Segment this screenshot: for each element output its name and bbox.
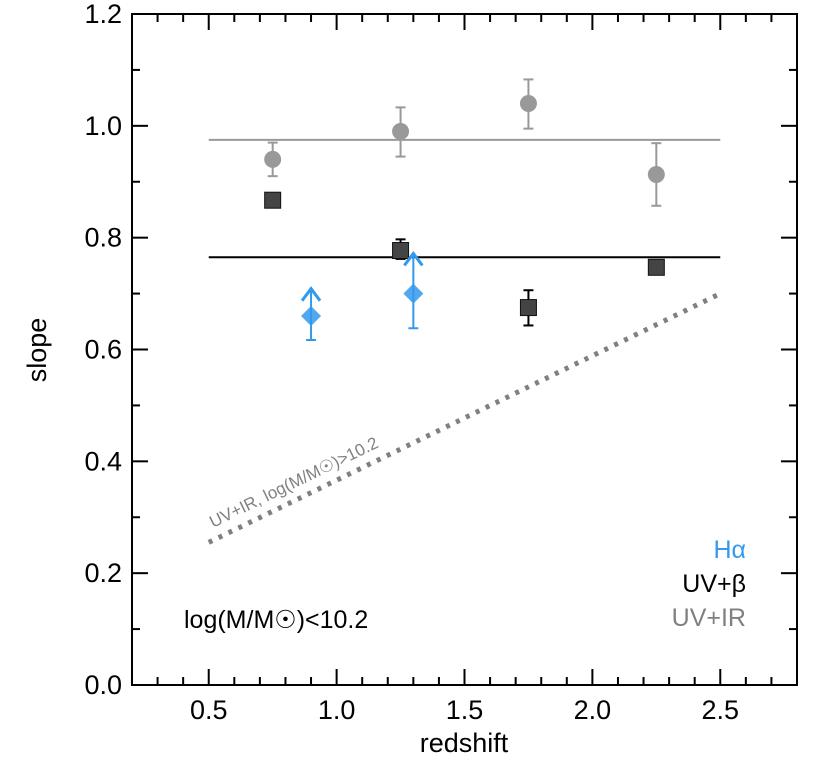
data-point [264,191,282,209]
data-point [264,150,282,168]
y-tick-label: 0.8 [84,223,122,253]
data-point [392,242,410,260]
y-tick-label: 1.0 [84,111,122,141]
legend-entry-uv-beta: UV+β [682,570,746,598]
x-tick-label: 2.0 [574,695,612,725]
x-axis-label: redshift [420,728,509,758]
lower-limit-arrow [300,286,322,302]
data-point [392,122,410,140]
data-point [519,94,537,112]
lower-limit-arrow [403,250,424,267]
legend-entry-halpha: Hα [713,536,746,564]
x-tick-label: 2.5 [701,695,739,725]
tick-labels: 0.0 0.2 0.4 0.6 0.8 1.0 1.2 0.5 1.0 1.5 2.0 2.5 [84,0,739,725]
data-point [647,258,665,276]
data-point [647,165,665,183]
data-markers [264,78,665,341]
y-tick-label: 0.0 [84,670,122,700]
y-tick-label: 0.4 [84,446,122,476]
mass-annotation: log(M/M☉)<10.2 [184,606,368,634]
axis-ticks [132,13,797,686]
data-point [301,305,322,326]
y-tick-label: 0.2 [84,558,122,588]
reference-dotted-line [207,291,722,545]
data-point [519,299,537,317]
y-axis-label: slope [22,318,52,383]
y-tick-label: 1.2 [84,0,122,29]
data-point [403,283,424,304]
legend-entry-uv-ir: UV+IR [672,604,746,632]
reference-line-label: UV+IR, log(M/M☉)>10.2 [206,433,381,531]
fit-lines [208,138,721,259]
x-tick-label: 1.5 [446,695,484,725]
x-tick-label: 1.0 [318,695,356,725]
x-tick-label: 0.5 [190,695,228,725]
reference-line [207,291,722,545]
y-tick-label: 0.6 [84,335,122,365]
